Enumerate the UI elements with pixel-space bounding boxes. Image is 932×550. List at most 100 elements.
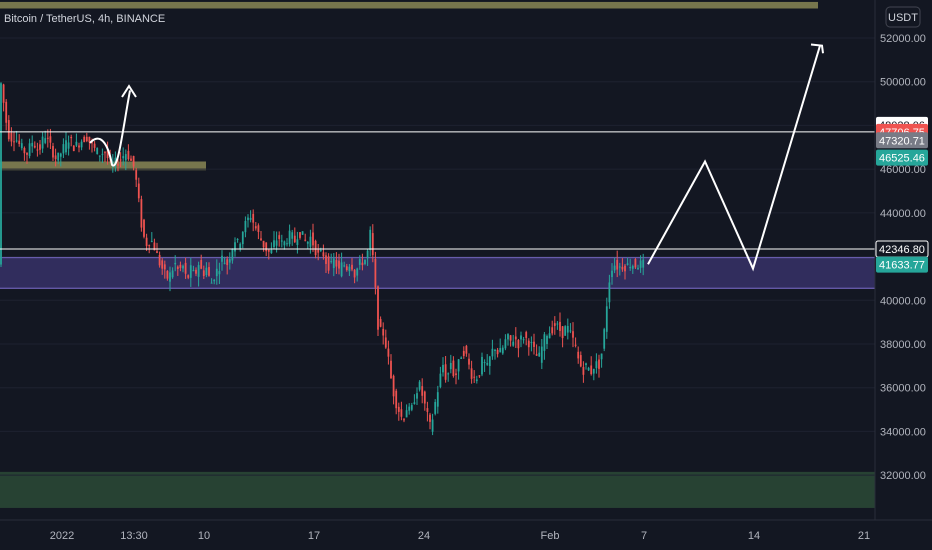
candle-body	[473, 376, 476, 378]
candle-body	[26, 152, 28, 155]
price-axis[interactable]: USDT 32000.00 34000.00 36000.00 38000.00 4000…	[874, 0, 932, 550]
candle-body	[400, 409, 403, 417]
candle-body	[434, 401, 437, 414]
candle-body	[483, 362, 486, 364]
time-tick-label: 14	[748, 530, 760, 542]
candle-body	[124, 154, 127, 161]
candle-body	[145, 237, 148, 246]
candle-body	[413, 402, 416, 404]
price-label: 42346.80	[879, 244, 925, 256]
candle-body	[184, 262, 187, 274]
candle-body	[546, 335, 548, 345]
candle-body	[642, 259, 645, 268]
candle-body	[137, 183, 140, 199]
candle-body	[96, 148, 99, 154]
candle-body	[213, 279, 216, 282]
candle-body	[93, 143, 96, 148]
candle-body	[538, 352, 541, 357]
candle-body	[200, 260, 203, 269]
candle-body	[340, 262, 343, 277]
candle-body	[299, 232, 301, 238]
price-label-box	[876, 149, 928, 166]
candle-body	[577, 351, 580, 359]
candle-body	[312, 232, 314, 246]
candle-body	[122, 156, 125, 159]
candle-body	[166, 270, 169, 279]
candle-body	[291, 232, 294, 239]
candle-body	[418, 381, 421, 390]
candle-body	[223, 262, 226, 264]
candle-body	[67, 142, 70, 149]
candle-body	[234, 242, 236, 252]
candle-body	[127, 150, 130, 160]
candle-body	[85, 136, 88, 142]
time-axis[interactable]: 2022 13:30 10 17 24 Feb 7 14 21	[0, 519, 932, 550]
candle-body	[509, 335, 512, 341]
candle-body	[403, 419, 405, 421]
candle-body	[356, 268, 359, 276]
candle-body	[421, 386, 424, 396]
candle-body	[494, 349, 496, 351]
candle-body	[345, 266, 348, 271]
candle-body	[52, 146, 54, 158]
candle-body	[267, 249, 270, 252]
candle-body	[481, 356, 483, 375]
candle-body	[275, 240, 278, 246]
candle-body	[517, 340, 520, 349]
candle-body	[468, 358, 470, 365]
price-axis-bg	[875, 0, 932, 550]
candle-body	[75, 141, 78, 146]
candle-body	[161, 260, 164, 269]
candle-body	[104, 152, 106, 154]
time-tick-label: 10	[198, 530, 210, 542]
candle-body	[600, 353, 603, 360]
candle-body	[408, 406, 411, 411]
candle-body	[306, 241, 309, 244]
candle-body	[20, 143, 23, 149]
candle-body	[218, 271, 221, 275]
candle-body	[561, 326, 564, 339]
candle-body	[429, 414, 431, 422]
candle-body	[114, 157, 117, 164]
candle-body	[416, 393, 418, 399]
candle-body	[351, 264, 353, 270]
price-tick-label: 34000.00	[880, 426, 926, 438]
candle-body	[631, 266, 634, 269]
candle-body	[442, 364, 444, 373]
candle-body	[639, 260, 642, 268]
candle-body	[595, 361, 598, 369]
candle-body	[395, 390, 398, 409]
candle-body	[462, 350, 465, 356]
candle-body	[384, 337, 387, 348]
candle-body	[460, 357, 463, 359]
candle-body	[41, 136, 44, 149]
candle-body	[205, 267, 208, 276]
candle-body	[241, 232, 244, 245]
candle-body	[46, 137, 49, 139]
candle-body	[5, 101, 8, 123]
price-tick-label: 36000.00	[880, 383, 926, 395]
candle-body	[530, 342, 533, 344]
candle-body	[44, 138, 47, 143]
candle-body	[358, 259, 361, 265]
candle-body	[525, 332, 528, 338]
candle-body	[59, 153, 62, 157]
candle-body	[158, 254, 161, 266]
candle-body	[436, 392, 439, 407]
candle-body	[452, 360, 455, 376]
candle-body	[309, 236, 312, 247]
price-tick-label: 46000.00	[880, 164, 926, 176]
candle-body	[397, 406, 400, 412]
candle-body	[449, 362, 452, 370]
candle-body	[182, 265, 184, 269]
candle-body	[83, 136, 86, 143]
candle-body	[603, 329, 606, 349]
candle-body	[520, 335, 522, 340]
candle-body	[293, 235, 296, 243]
candle-body	[488, 356, 491, 367]
zone-purple	[0, 257, 875, 289]
candle-body	[491, 348, 494, 357]
candle-body	[366, 250, 369, 259]
candle-body	[608, 282, 611, 303]
